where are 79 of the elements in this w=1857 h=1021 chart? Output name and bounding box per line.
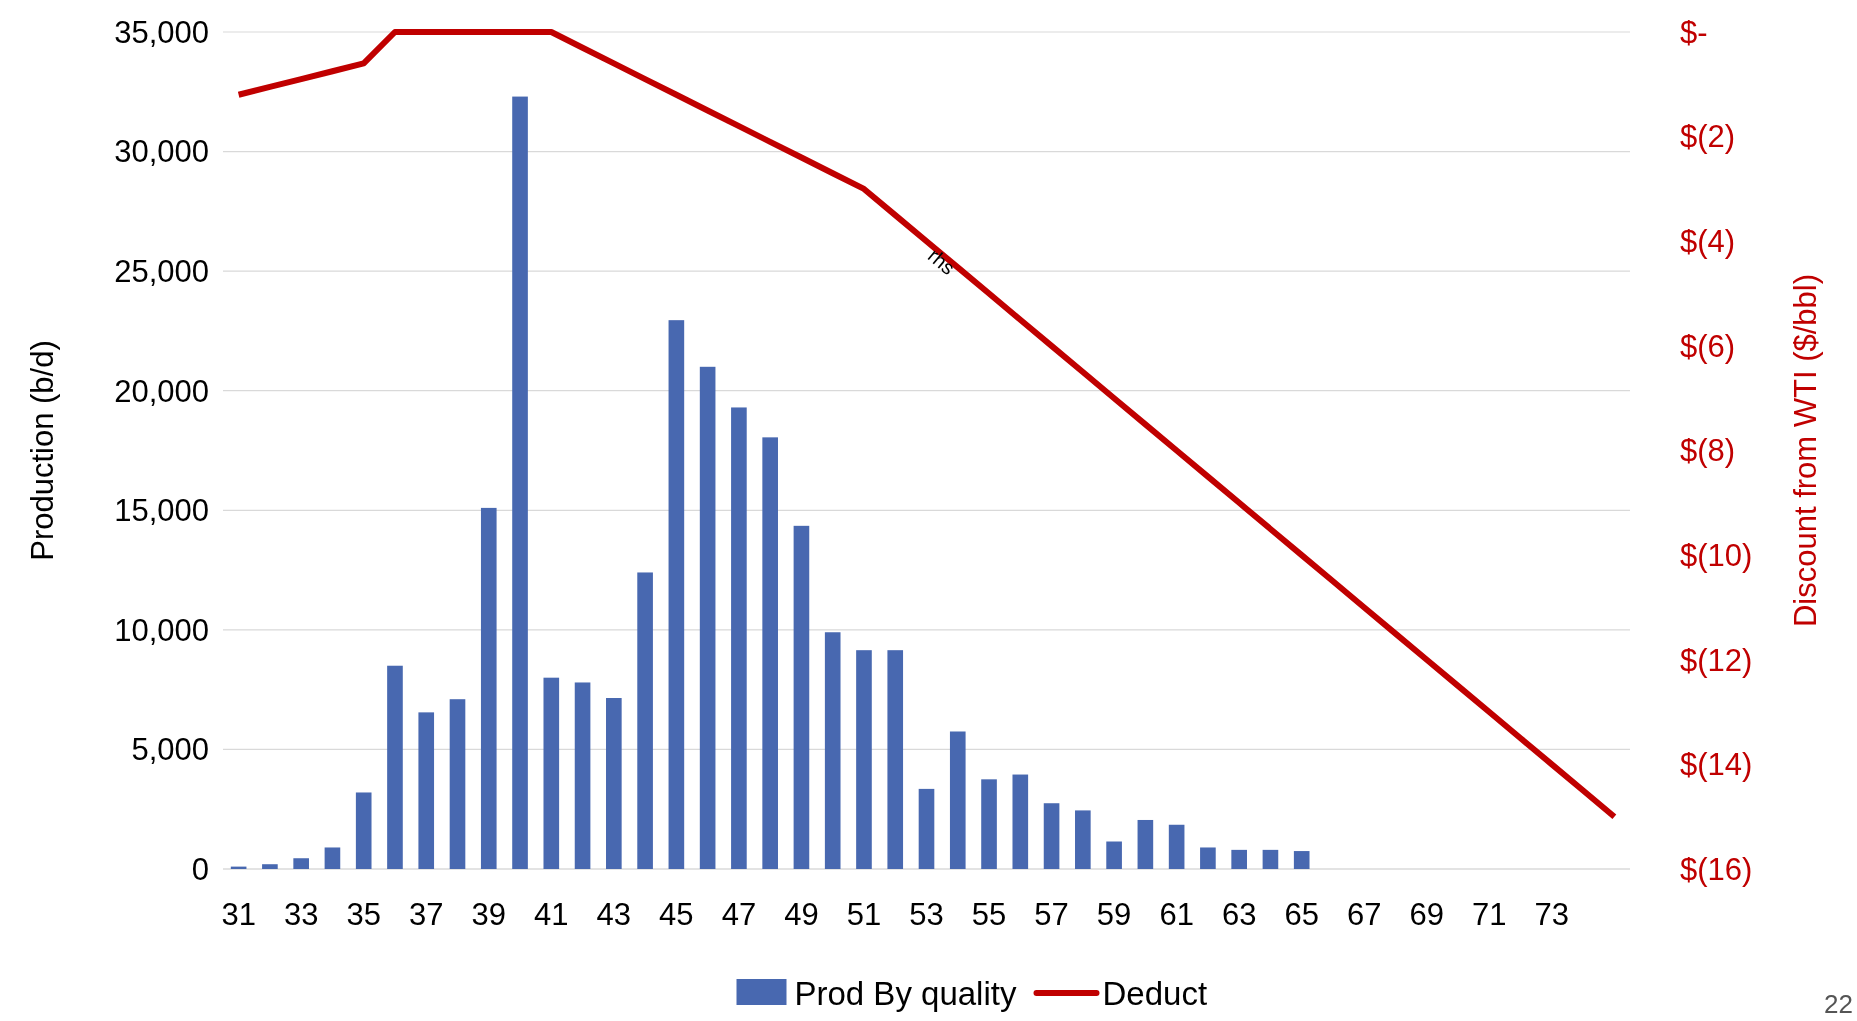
bar [1231,849,1247,869]
y-tick-label: 15,000 [114,493,209,529]
bar [543,677,560,869]
annotation: rhs [923,244,960,279]
bar [262,864,278,869]
x-tick-label: 67 [1346,897,1382,932]
y-tick-label: 5,000 [131,732,209,768]
y-tick-label: 10,000 [114,612,209,648]
bar [324,847,341,869]
y-axis-title: Production (b/d) [25,340,60,561]
bar [762,437,778,869]
bar [355,792,372,869]
bar [1200,847,1216,869]
x-tick-label: 45 [659,897,694,932]
bar [512,96,528,869]
x-tick-label: 47 [721,897,757,932]
x-tick-label: 51 [846,897,882,932]
x-tick-label: 73 [1534,897,1570,932]
bar [731,407,747,869]
text: 22 [1824,989,1853,1019]
y2-tick-label: $(12) [1680,642,1753,678]
x-tick-label: 37 [408,897,444,932]
x-tick-label: 55 [971,897,1007,932]
legend-label: Prod By quality [794,974,1017,1012]
y-tick-label: 20,000 [114,373,209,409]
legend-label: Deduct [1102,974,1208,1012]
x-tick-label: 65 [1284,897,1319,932]
bar [574,682,591,869]
y2-tick-label: $(2) [1680,119,1736,155]
bar [1012,774,1029,869]
x-tick-label: 35 [346,897,381,932]
bar [1043,803,1060,869]
bar [1137,819,1154,869]
bar [418,712,435,869]
y2-axis-title: Discount from WTI ($/bbl) [1787,273,1823,628]
bar [1293,851,1310,869]
y2-tick-label: $(14) [1680,747,1753,783]
bar [606,698,622,869]
y-tick-label: 25,000 [114,253,209,289]
x-tick-label: 63 [1221,897,1257,932]
y-tick-label: 30,000 [114,134,209,170]
bar [793,525,810,869]
x-tick-label: 31 [221,897,256,932]
x-tick-label: 39 [471,897,507,932]
y2-tick-label: $(16) [1680,851,1753,887]
y2-tick-label: $(6) [1680,328,1736,364]
x-tick-label: 41 [534,897,569,932]
bar [1106,841,1122,869]
bar [1075,810,1091,869]
bar [293,858,309,869]
y2-tick-label: $(10) [1680,537,1753,573]
bar [449,699,466,869]
x-tick-label: 59 [1096,897,1132,932]
bar [699,366,716,869]
y2-tick-label: $- [1680,14,1708,50]
bar [981,779,997,869]
x-tick-label: 71 [1472,897,1507,932]
x-tick-label: 61 [1159,897,1194,932]
y2-tick-label: $(4) [1680,224,1736,260]
x-tick-label: 57 [1034,897,1069,932]
x-tick-label: 43 [596,897,632,932]
bar [637,572,653,869]
bar [949,731,966,869]
bar [824,632,841,869]
x-tick-label: 69 [1409,897,1445,932]
bar [480,507,497,869]
bar [1262,849,1279,869]
x-tick-label: 49 [784,897,819,932]
y-tick-label: 0 [191,851,209,887]
bar [668,320,685,869]
y-tick-label: 35,000 [114,14,209,50]
bar [1168,824,1185,869]
x-tick-label: 33 [283,897,319,932]
bar [856,650,872,869]
bar [387,665,403,869]
y2-tick-label: $(8) [1680,433,1736,469]
bar [918,788,935,869]
bar [887,650,904,869]
x-tick-label: 53 [909,897,944,932]
